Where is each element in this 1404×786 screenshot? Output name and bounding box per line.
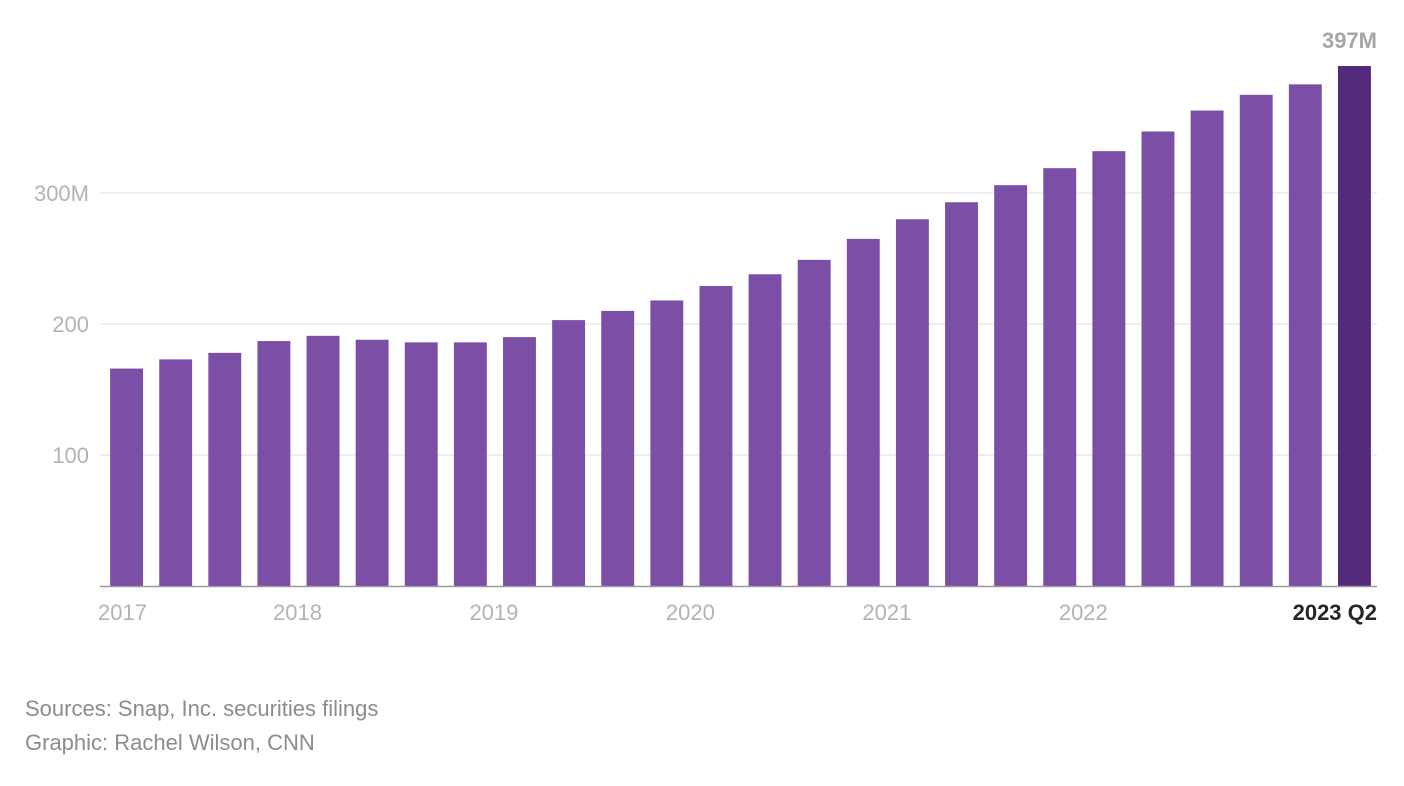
- bar: [797, 259, 831, 586]
- highlight-value-label: 397M: [1322, 28, 1377, 53]
- bar: [110, 368, 144, 586]
- x-tick-label: 2023 Q2: [1293, 600, 1377, 625]
- x-tick-label: 2017: [98, 600, 147, 625]
- bar: [1190, 110, 1224, 587]
- bar: [306, 335, 340, 586]
- x-axis-ticks: 2017 2018 2019 2020 2021 2022 2023 Q2: [98, 600, 1377, 625]
- x-tick-label: 2022: [1059, 600, 1108, 625]
- bar: [748, 274, 782, 586]
- bar: [1141, 131, 1175, 586]
- bar: [257, 341, 291, 586]
- bar: [699, 286, 733, 586]
- bar: [945, 202, 978, 586]
- bars: [110, 66, 1371, 587]
- graphic-credit: Graphic: Rachel Wilson, CNN: [25, 730, 315, 755]
- bar-chart: 100 200 300M 2017 2018 2019 2020 2021 2022 2023 …: [34, 28, 1377, 625]
- bar: [1239, 94, 1273, 586]
- bar: [601, 310, 635, 586]
- y-tick-label: 200: [52, 312, 89, 337]
- x-tick-label: 2019: [469, 600, 518, 625]
- y-tick-label: 300M: [34, 181, 89, 206]
- bar: [404, 342, 438, 586]
- bar: [355, 339, 389, 586]
- x-tick-label: 2021: [862, 600, 911, 625]
- y-axis-ticks: 100 200 300M: [34, 181, 89, 468]
- bar: [453, 342, 487, 586]
- gridlines: [100, 192, 1377, 456]
- bar: [503, 337, 536, 586]
- bar: [895, 219, 929, 586]
- bar: [1337, 66, 1371, 586]
- y-tick-label: 100: [52, 443, 89, 468]
- x-tick-label: 2018: [273, 600, 322, 625]
- bar: [994, 185, 1028, 586]
- bar: [846, 238, 880, 586]
- bar: [552, 320, 586, 586]
- bar: [1043, 168, 1077, 586]
- bar: [159, 359, 193, 586]
- bar: [650, 300, 684, 586]
- bar: [1092, 151, 1126, 586]
- source-note: Sources: Snap, Inc. securities filings: [25, 696, 379, 721]
- bar: [1288, 84, 1322, 587]
- x-tick-label: 2020: [666, 600, 715, 625]
- bar: [208, 352, 242, 586]
